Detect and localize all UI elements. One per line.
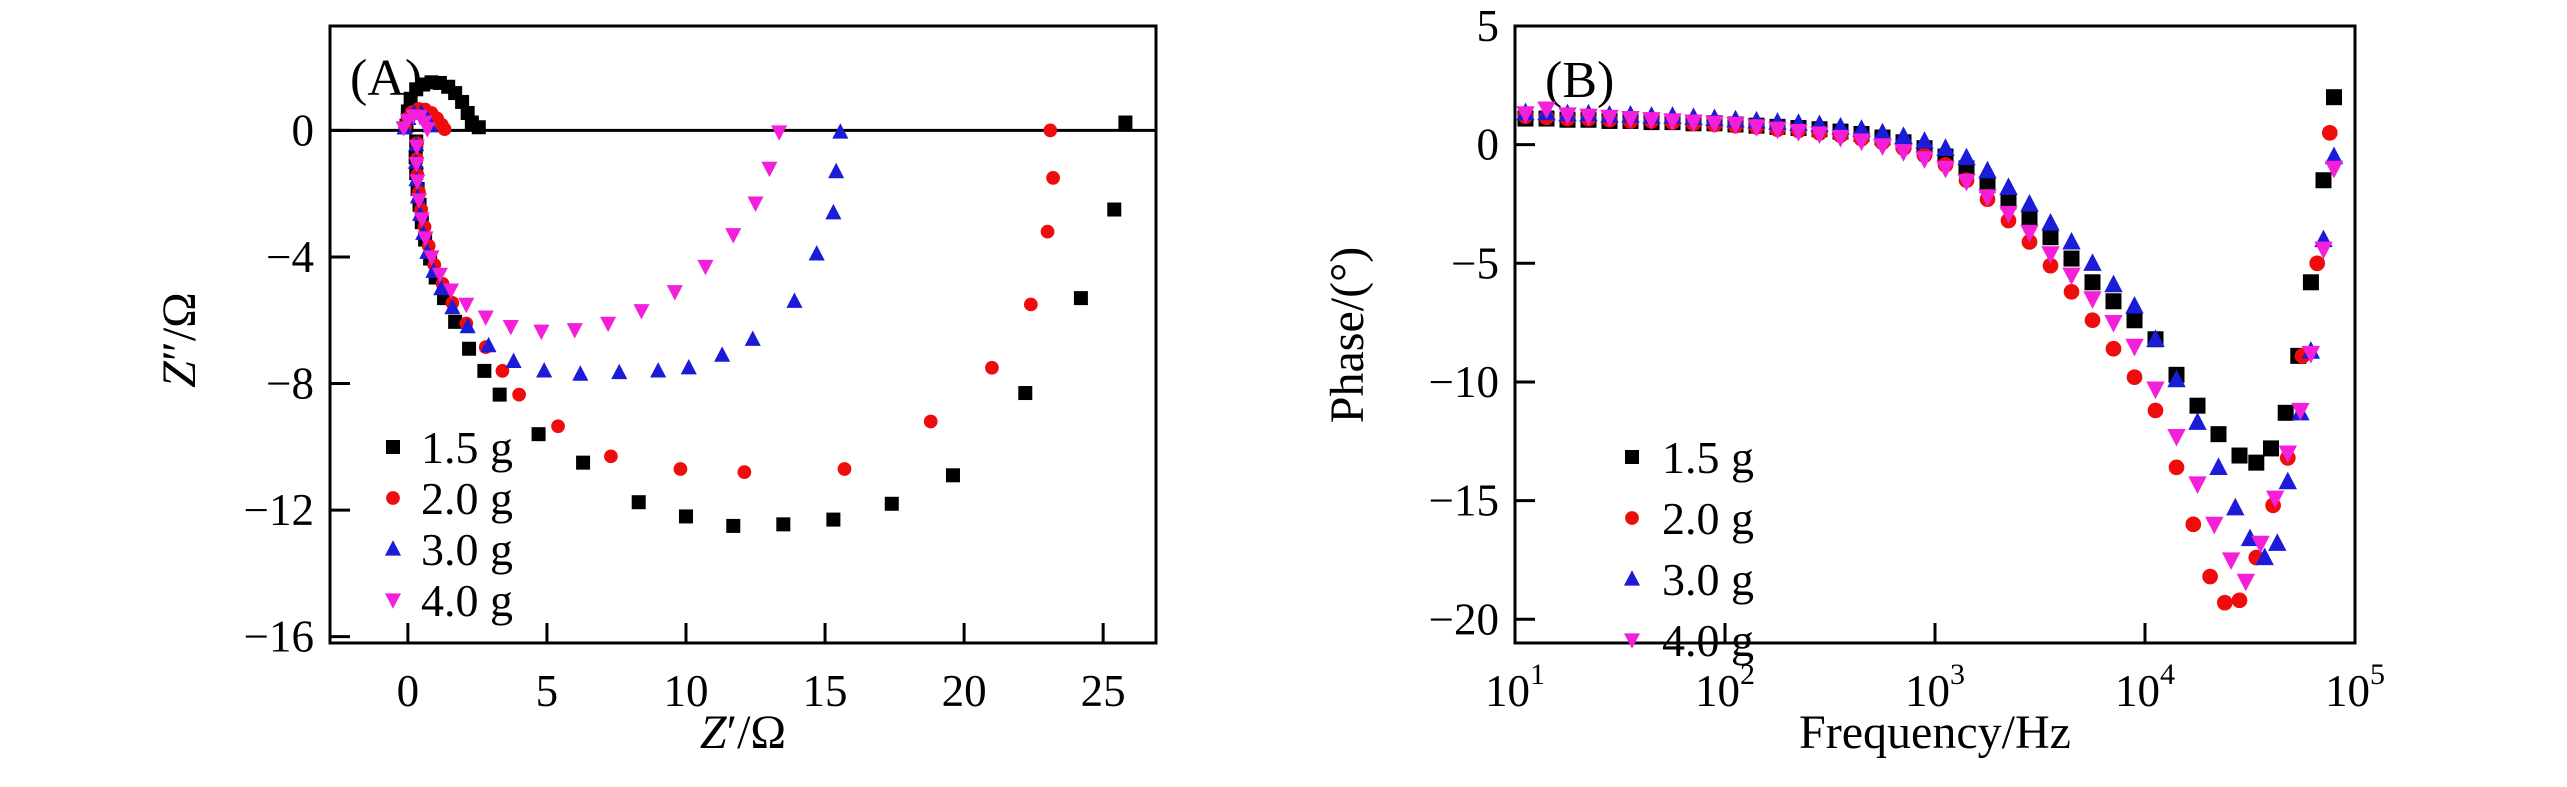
y-tick-label: −16 xyxy=(244,612,314,662)
legend-label: 1.5 g xyxy=(421,422,513,473)
x-tick-label: 105 xyxy=(2325,658,2385,716)
x-tick-label: 102 xyxy=(1695,658,1755,716)
x-tick-label: 103 xyxy=(1905,658,1965,716)
y-tick-label: −20 xyxy=(1429,594,1499,644)
legend-item: 4.0 g xyxy=(384,575,513,626)
legend-item: 1.5 g xyxy=(386,422,513,473)
svg-text:Z′/Ω: Z′/Ω xyxy=(700,706,786,759)
legend-item: 4.0 g xyxy=(1623,615,1754,666)
svg-text:Phase/(°): Phase/(°) xyxy=(1321,247,1374,423)
tick-marks xyxy=(1513,24,2357,643)
legend-label: 1.5 g xyxy=(1662,432,1754,483)
series-3.0g xyxy=(1516,102,2344,566)
x-tick-label: 15 xyxy=(803,666,848,716)
y-tick-label: 0 xyxy=(1477,120,1500,170)
y-tick-label: −12 xyxy=(244,485,314,535)
tick-labels: 101 102 103 104 105 5 0 −5 −10 −15 −20 xyxy=(1429,1,2385,716)
x-axis-label: Z′/Ω xyxy=(700,706,786,759)
legend-label: 3.0 g xyxy=(421,524,513,575)
x-axis-label: Frequency/Hz xyxy=(1799,706,2071,759)
y-tick-label: 5 xyxy=(1477,1,1500,51)
y-axis-label: Phase/(°) xyxy=(1321,247,1374,423)
tick-labels: 0 5 10 15 20 25 0 −4 −8 −12 −16 xyxy=(244,105,1126,716)
legend-item: 2.0 g xyxy=(386,473,513,524)
y-tick-label: −10 xyxy=(1429,357,1499,407)
legend-item: 3.0 g xyxy=(384,524,513,575)
legend: 1.5 g 2.0 g 3.0 g 4.0 g xyxy=(1623,432,1754,666)
legend-label: 2.0 g xyxy=(1662,493,1754,544)
series-2.0g xyxy=(1517,108,2338,611)
legend: 1.5 g2.0 g3.0 g4.0 g xyxy=(384,422,513,626)
y-tick-label: −8 xyxy=(266,359,314,409)
bode-plot-svg: 101 102 103 104 105 5 0 −5 −10 −15 −20 (B) Frequency… xyxy=(1321,1,2385,759)
legend-label: 2.0 g xyxy=(421,473,513,524)
x-tick-label: 10 xyxy=(663,666,708,716)
legend-label: 4.0 g xyxy=(421,575,513,626)
nyquist-panel: 0 5 10 15 20 25 0 −4 −8 −12 −16 (A) Z′/Ω Z″/Ω 1.5 g 2.0… xyxy=(0,0,1283,787)
x-tick-label: 5 xyxy=(536,666,559,716)
y-tick-label: −5 xyxy=(1451,238,1499,288)
y-tick-label: −4 xyxy=(266,232,314,282)
legend-label: 3.0 g xyxy=(1662,554,1754,605)
x-tick-label: 20 xyxy=(942,666,987,716)
nyquist-plot-svg: 0 5 10 15 20 250−4−8−12−16(A)Z′/ΩZ″/Ω1.5 g2.0… xyxy=(153,24,1158,759)
x-tick-label: 25 xyxy=(1081,666,1126,716)
y-tick-label: 0 xyxy=(292,105,315,155)
bode-panel: 101 102 103 104 105 5 0 −5 −10 −15 −20 (B) Frequency… xyxy=(1283,0,2567,787)
legend-item: 3.0 g xyxy=(1623,554,1754,605)
series-4.0g xyxy=(395,109,788,341)
axes xyxy=(1513,24,2357,645)
panel-letter: (B) xyxy=(1545,52,1614,109)
svg-text:(B): (B) xyxy=(1545,52,1614,109)
legend-item: 2.0 g xyxy=(1625,493,1754,544)
y-tick-label: −15 xyxy=(1429,476,1499,526)
x-tick-label: 104 xyxy=(2115,658,2175,716)
series-3.0g xyxy=(396,104,849,381)
legend-item: 1.5 g xyxy=(1625,432,1754,483)
svg-text:Z″/Ω: Z″/Ω xyxy=(153,292,206,388)
x-tick-label: 0 xyxy=(397,666,420,716)
axes xyxy=(328,24,1158,645)
y-axis-label: Z″/Ω xyxy=(153,292,206,388)
tick-marks xyxy=(330,128,1105,643)
legend-label: 4.0 g xyxy=(1662,615,1754,666)
series-4.0g xyxy=(1516,101,2344,592)
svg-text:Frequency/Hz: Frequency/Hz xyxy=(1799,706,2071,759)
x-tick-label: 101 xyxy=(1485,658,1545,716)
